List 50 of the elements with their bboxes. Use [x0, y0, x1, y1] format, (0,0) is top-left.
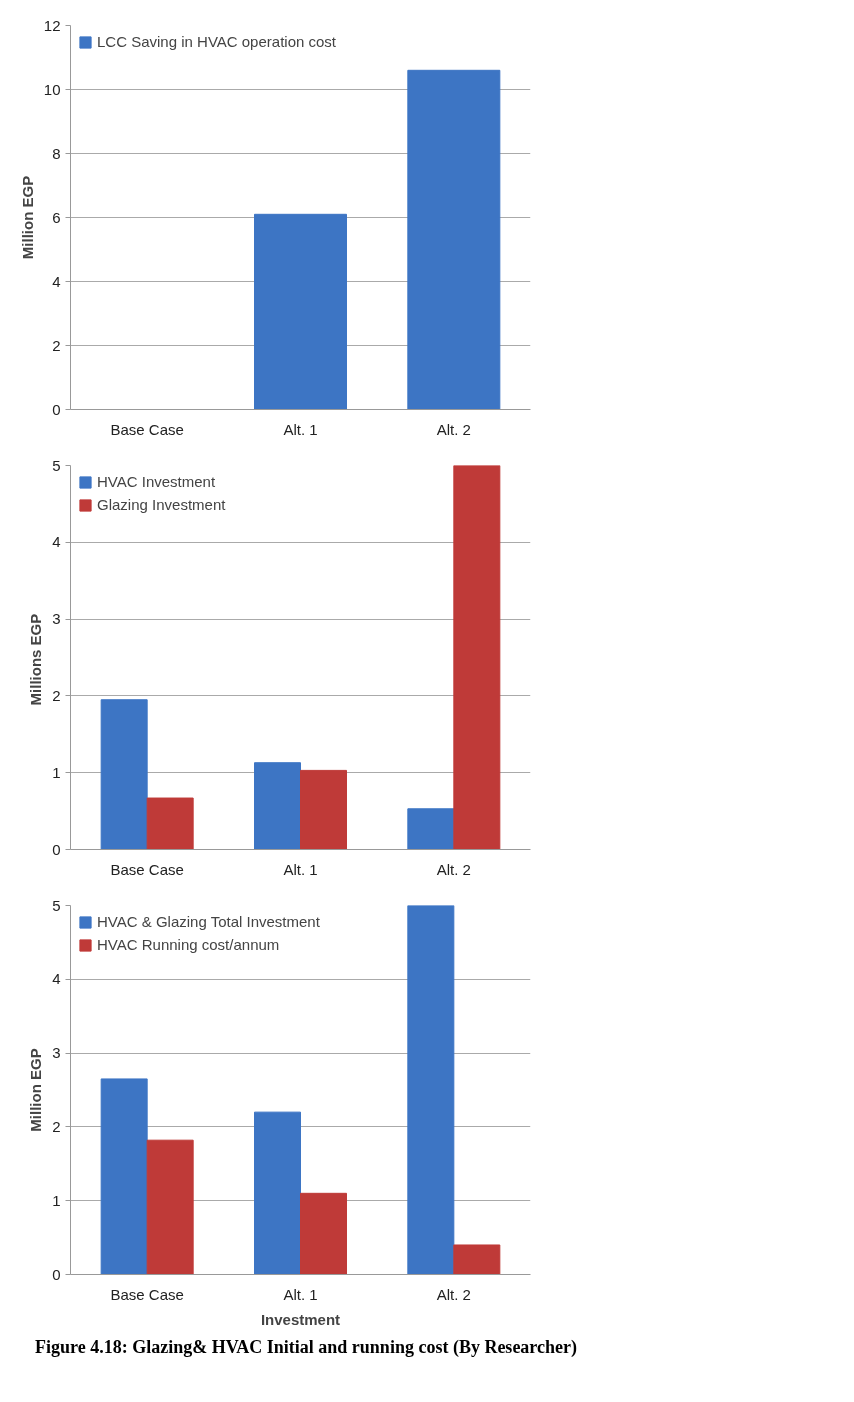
- x-axis-title: Investment: [260, 1310, 341, 1328]
- y-tick-label: 8: [52, 144, 61, 162]
- x-tick-label: Base Case: [110, 860, 184, 878]
- y-tick-label: 5: [52, 456, 61, 474]
- y-tick-label: 1: [52, 763, 61, 781]
- y-axis-title: Millions EGP: [27, 613, 45, 706]
- x-tick-label: Alt. 1: [283, 1285, 318, 1303]
- y-tick-label: 0: [52, 840, 61, 858]
- x-tick-label: Alt. 2: [436, 860, 471, 878]
- y-tick-label: 5: [52, 896, 61, 914]
- x-tick-label: Alt. 1: [283, 420, 318, 438]
- y-tick-label: 3: [52, 1044, 61, 1062]
- y-tick-label: 3: [52, 610, 61, 628]
- legend-label: HVAC Investment: [97, 473, 216, 490]
- bar: [146, 797, 194, 850]
- y-tick-label: 2: [52, 336, 61, 354]
- y-tick-label: 4: [52, 272, 61, 290]
- y-tick-label: 1: [52, 1191, 61, 1209]
- legend-label: HVAC & Glazing Total Investment: [97, 913, 320, 930]
- bar: [100, 1078, 148, 1275]
- bar: [453, 465, 501, 850]
- legend-label: Glazing Investment: [97, 496, 226, 513]
- bar: [146, 1139, 194, 1275]
- bar: [407, 905, 455, 1275]
- y-tick-label: 12: [43, 16, 61, 34]
- y-axis-title: Million EGP: [27, 1048, 45, 1132]
- bar: [100, 699, 148, 850]
- bar: [453, 1244, 501, 1275]
- y-tick-label: 2: [52, 1117, 61, 1135]
- x-tick-label: Alt. 1: [283, 860, 318, 878]
- bar: [407, 808, 455, 850]
- y-tick-label: 0: [52, 400, 61, 418]
- x-tick-label: Base Case: [110, 420, 184, 438]
- legend-label: HVAC Running cost/annum: [97, 936, 280, 953]
- bar: [300, 769, 347, 850]
- x-tick-label: Alt. 2: [436, 1285, 471, 1303]
- caption: Figure 4.18: Glazing& HVAC Initial and running cost (By Researcher): [35, 1336, 578, 1359]
- bar: [254, 762, 301, 850]
- y-tick-label: 4: [52, 533, 61, 551]
- y-tick-label: 2: [52, 686, 61, 704]
- legend-label: LCC Saving in HVAC operation cost: [97, 33, 337, 50]
- x-tick-label: Alt. 2: [436, 420, 471, 438]
- y-tick-label: 10: [43, 80, 61, 98]
- y-tick-label: 6: [52, 208, 61, 226]
- y-axis-title: Million EGP: [18, 175, 36, 260]
- y-tick-label: 0: [52, 1265, 61, 1283]
- x-tick-label: Base Case: [110, 1285, 184, 1303]
- y-tick-label: 4: [52, 970, 61, 988]
- bar: [254, 1111, 301, 1275]
- bar: [300, 1192, 347, 1275]
